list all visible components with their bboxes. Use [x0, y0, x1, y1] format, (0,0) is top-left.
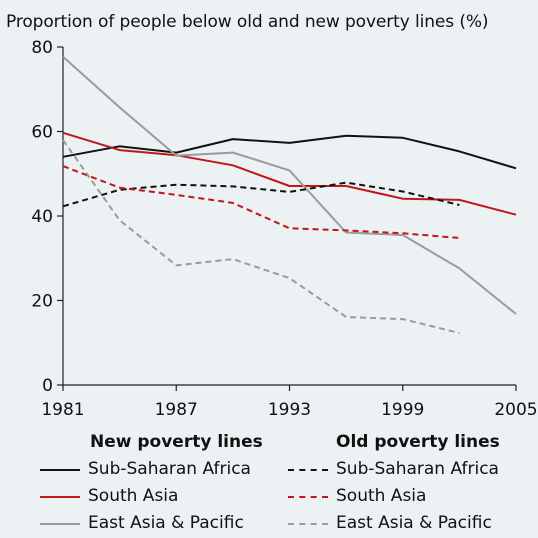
legend-item: East Asia & Pacific [40, 510, 263, 537]
legend-group-new: New poverty lines Sub-Saharan Africa Sou… [40, 428, 263, 537]
y-tick-label: 20 [31, 292, 53, 312]
legend-heading-old: Old poverty lines [336, 432, 500, 452]
legend-label: Sub-Saharan Africa [336, 459, 499, 479]
legend-swatch [288, 495, 328, 498]
legend-label: East Asia & Pacific [336, 513, 492, 533]
line-chart: 0 20 40 60 80 1981 1987 1993 1999 2005 [31, 38, 537, 420]
legend-swatch [288, 468, 328, 471]
y-tick-label: 40 [31, 207, 53, 227]
y-tick-label: 0 [42, 376, 53, 396]
legend-heading-new: New poverty lines [90, 432, 263, 452]
series-line-old-south-asia [62, 165, 460, 239]
legend-swatch [40, 468, 80, 471]
legend-label: Sub-Saharan Africa [88, 459, 251, 479]
legend-group-old: Old poverty lines Sub-Saharan Africa Sou… [288, 428, 500, 537]
legend-item: Sub-Saharan Africa [288, 456, 500, 483]
x-tick-label: 2005 [494, 400, 537, 420]
series-line-new-east-asia-pacific [62, 55, 517, 315]
x-tick-label: 1999 [381, 400, 424, 420]
legend-item: South Asia [288, 483, 500, 510]
legend-swatch [40, 522, 80, 525]
legend-item: Sub-Saharan Africa [40, 456, 263, 483]
series-line-old-east-asia-pacific [62, 139, 460, 334]
legend-label: East Asia & Pacific [88, 513, 244, 533]
chart-title: Proportion of people below old and new p… [6, 12, 489, 32]
legend-item: East Asia & Pacific [288, 510, 500, 537]
y-tick-label: 60 [31, 123, 53, 143]
series-line-new-sub-saharan-africa [62, 134, 517, 170]
axes: 0 20 40 60 80 1981 1987 1993 1999 2005 [31, 38, 537, 420]
x-tick-label: 1993 [268, 400, 311, 420]
legend-label: South Asia [336, 486, 427, 506]
legend-item: South Asia [40, 483, 263, 510]
legend-label: South Asia [88, 486, 179, 506]
legend-swatch [40, 495, 80, 498]
series-layer [62, 55, 517, 334]
x-tick-label: 1987 [155, 400, 198, 420]
legend: New poverty lines Sub-Saharan Africa Sou… [0, 428, 538, 538]
x-tick-label: 1981 [41, 400, 84, 420]
series-line-old-sub-saharan-africa [62, 181, 460, 208]
legend-swatch [288, 522, 328, 525]
y-tick-label: 80 [31, 38, 53, 58]
